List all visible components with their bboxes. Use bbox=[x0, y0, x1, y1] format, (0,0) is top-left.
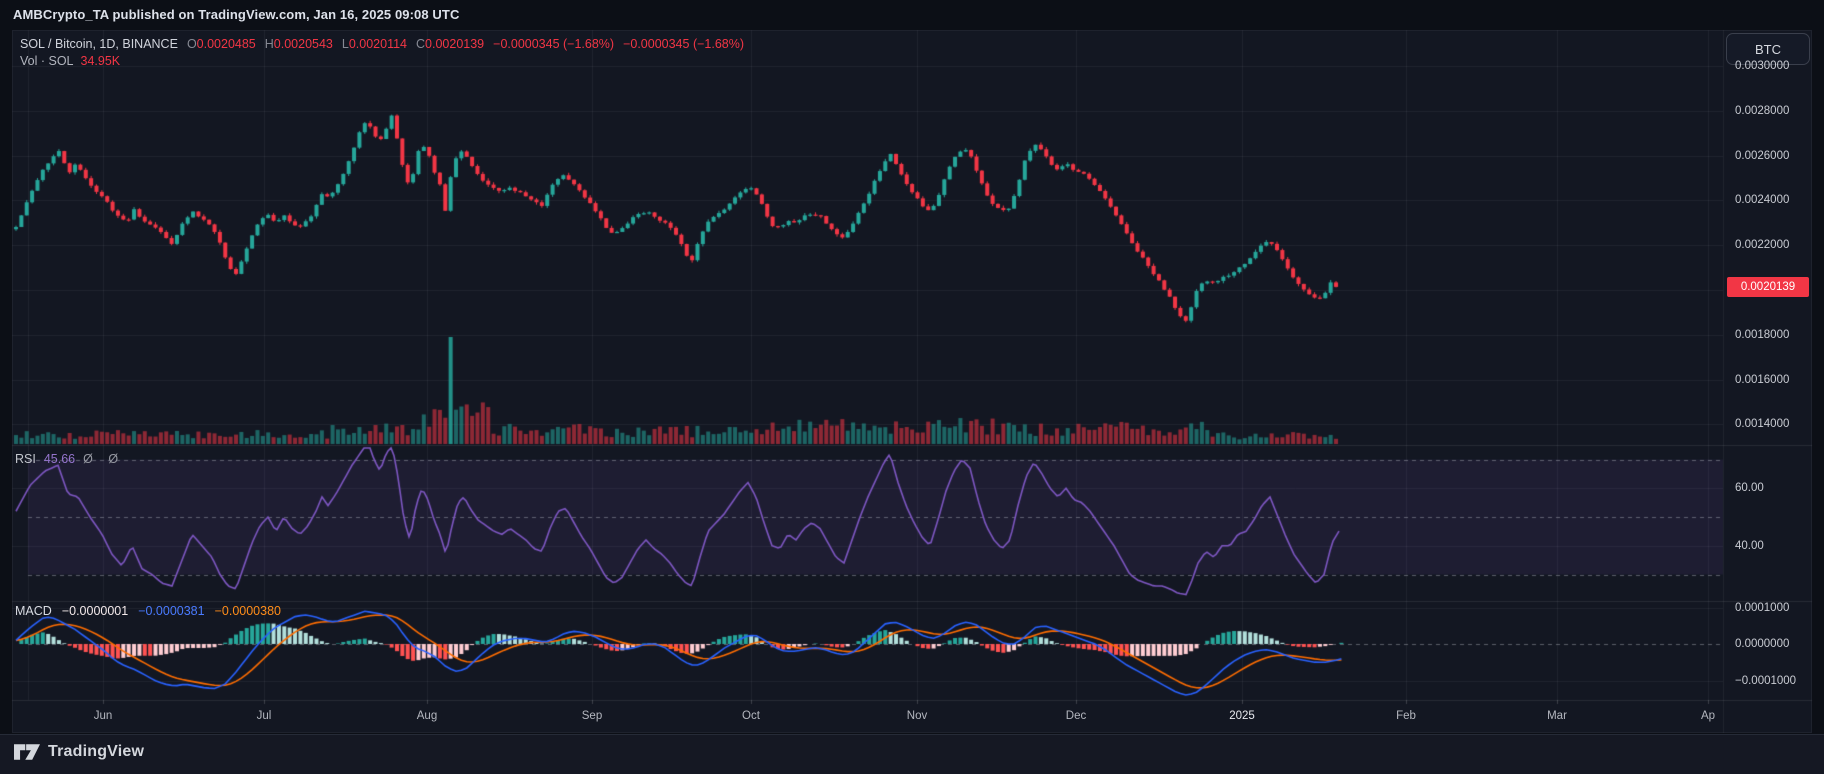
time-axis-label: Feb bbox=[1396, 710, 1416, 722]
macd-axis-label: 0.0000000 bbox=[1735, 638, 1790, 650]
low-value: L0.0020114 bbox=[341, 37, 408, 51]
tradingview-logo-text: TradingView bbox=[48, 743, 145, 760]
change-value: −0.0000345 (−1.68%) bbox=[493, 37, 615, 51]
bottom-bar bbox=[0, 734, 1824, 774]
last-price-badge: 0.0020139 bbox=[1727, 276, 1809, 297]
volume-legend-row[interactable]: Vol · SOL 34.95K bbox=[20, 54, 120, 68]
price-axis-label: 0.0016000 bbox=[1735, 373, 1790, 386]
time-axis-label: Nov bbox=[906, 710, 928, 722]
time-axis-label: Jul bbox=[256, 710, 272, 722]
macd-axis-label: −0.0001000 bbox=[1735, 674, 1797, 687]
time-axis-label: Jun bbox=[93, 710, 113, 722]
price-axis-label: 0.0026000 bbox=[1735, 149, 1790, 162]
open-value: O0.0020485 bbox=[186, 37, 256, 51]
rsi-hidden-sources: Ø Ø bbox=[83, 452, 125, 466]
time-axis-label: Oct bbox=[742, 710, 760, 722]
time-axis-label: Sep bbox=[581, 710, 603, 722]
macd-axis-label: 0.0001000 bbox=[1735, 601, 1790, 614]
rsi-value: 45.66 bbox=[43, 452, 76, 466]
rsi-legend-row[interactable]: RSI 45.66 Ø Ø bbox=[15, 452, 124, 466]
volume-value: 34.95K bbox=[80, 54, 121, 68]
price-axis-label: 0.0030000 bbox=[1735, 60, 1790, 72]
currency-toggle-button[interactable]: BTC bbox=[1726, 33, 1810, 65]
tradingview-logo[interactable]: TradingView bbox=[14, 742, 144, 762]
time-axis-label: Dec bbox=[1065, 710, 1087, 722]
price-axis-label: 0.0022000 bbox=[1735, 239, 1790, 252]
symbol-legend-row[interactable]: SOL / Bitcoin, 1D, BINANCE O0.0020485 H0… bbox=[20, 37, 744, 51]
macd-signal-value: −0.0000380 bbox=[214, 604, 281, 618]
time-axis-label: Ap bbox=[1700, 710, 1716, 722]
time-axis-label: Mar bbox=[1547, 710, 1567, 722]
rsi-label: RSI bbox=[15, 452, 36, 466]
change-value-2: −0.0000345 (−1.68%) bbox=[623, 37, 745, 51]
symbol-title: SOL / Bitcoin, 1D, BINANCE bbox=[20, 37, 178, 51]
macd-hist-value: −0.0000001 bbox=[61, 604, 129, 618]
macd-label: MACD bbox=[15, 604, 52, 618]
price-axis-label: 0.0028000 bbox=[1735, 104, 1790, 117]
close-value: C0.0020139 bbox=[416, 37, 485, 51]
time-axis-label: 2025 bbox=[1229, 710, 1255, 722]
rsi-axis-label: 60.00 bbox=[1735, 482, 1764, 495]
time-axis-label: Aug bbox=[416, 710, 438, 722]
high-value: H0.0020543 bbox=[264, 37, 333, 51]
volume-label: Vol · SOL bbox=[20, 54, 74, 68]
price-axis-label: 0.0024000 bbox=[1735, 194, 1790, 207]
macd-legend-row[interactable]: MACD −0.0000001 −0.0000381 −0.0000380 bbox=[15, 604, 281, 618]
macd-line-value: −0.0000381 bbox=[138, 604, 205, 618]
rsi-axis-label: 40.00 bbox=[1735, 539, 1764, 552]
tradingview-logo-icon bbox=[14, 744, 40, 760]
price-axis-label: 0.0014000 bbox=[1735, 418, 1790, 431]
price-axis-label: 0.0018000 bbox=[1735, 328, 1790, 341]
